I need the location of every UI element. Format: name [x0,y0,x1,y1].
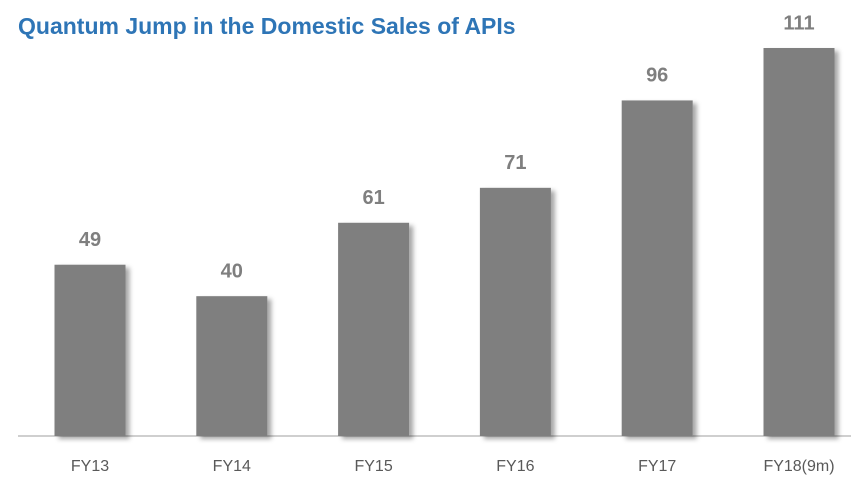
x-tick-label: FY17 [638,458,676,475]
bar [763,48,835,436]
x-tick-label: FY15 [354,458,392,475]
x-tick-label: FY18(9m) [763,458,834,475]
bar [621,100,693,436]
value-label: 111 [783,12,814,34]
value-label: 49 [79,229,101,251]
bar [479,187,551,436]
x-tick-label: FY16 [496,458,534,475]
value-label: 71 [504,152,526,174]
x-tick-label: FY14 [213,458,251,475]
value-label: 40 [221,260,243,282]
bar [338,222,410,436]
bar [54,264,126,436]
x-tick-label: FY13 [71,458,109,475]
value-label: 96 [646,65,668,87]
bar [196,296,268,436]
chart-title: Quantum Jump in the Domestic Sales of AP… [18,13,516,39]
value-label: 61 [362,187,384,209]
